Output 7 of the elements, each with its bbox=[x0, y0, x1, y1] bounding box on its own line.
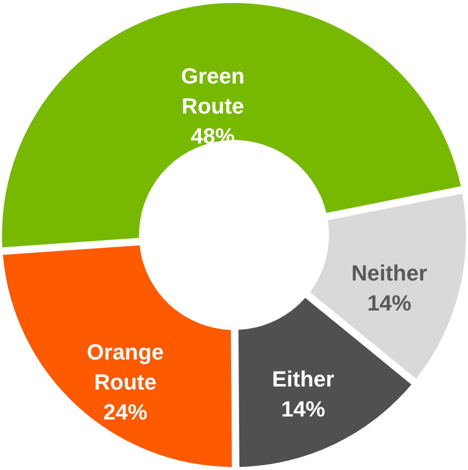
slice-label: Neither bbox=[351, 260, 428, 286]
data-label: 24% bbox=[103, 399, 148, 424]
slice-label: Orange Route bbox=[86, 339, 164, 394]
data-label: 14% bbox=[281, 396, 326, 422]
slice-label: Either bbox=[272, 366, 335, 392]
slice-label: Green Route bbox=[181, 63, 245, 118]
data-label: 14% bbox=[367, 290, 412, 316]
